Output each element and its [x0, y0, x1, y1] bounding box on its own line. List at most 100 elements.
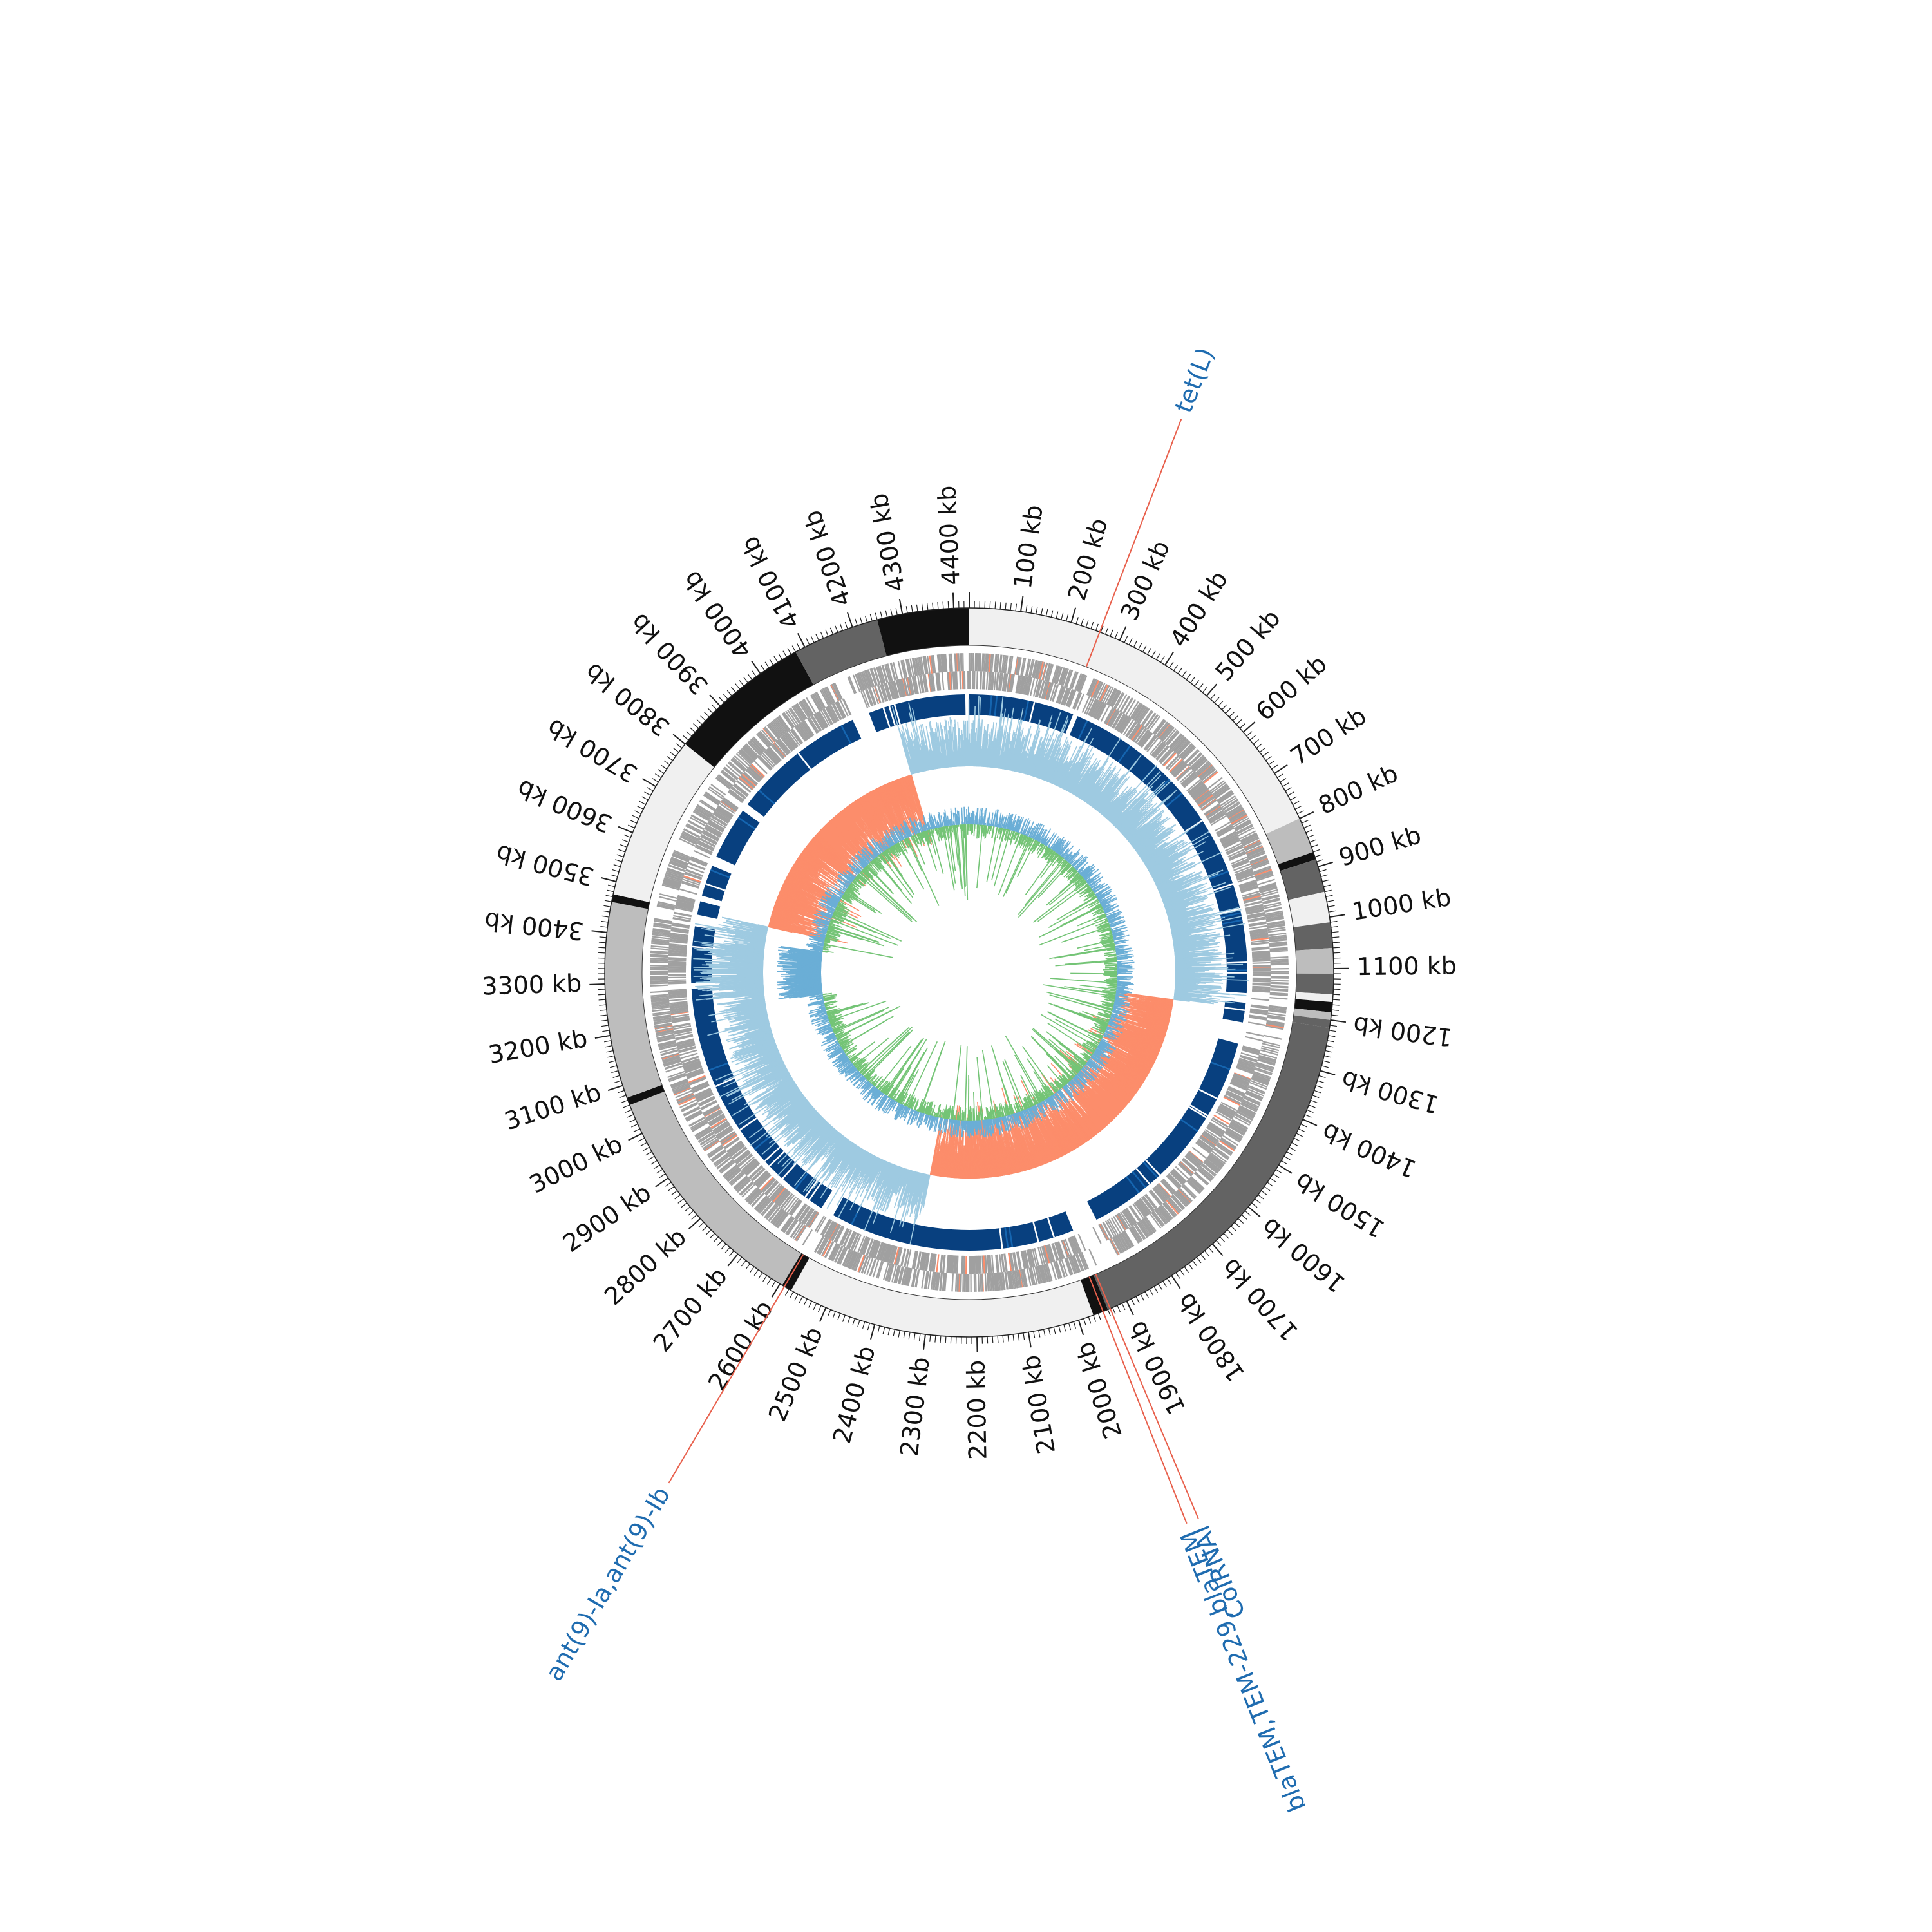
- minor-tick: [611, 874, 618, 877]
- cds-feature: [942, 1255, 945, 1273]
- cds-feature: [1116, 1235, 1126, 1252]
- minor-tick: [1083, 1318, 1086, 1326]
- minor-tick: [619, 1095, 627, 1099]
- cds-feature: [703, 1139, 719, 1151]
- cds-feature: [1036, 661, 1042, 679]
- cds-feature: [1166, 755, 1180, 770]
- cds-feature: [1001, 1254, 1005, 1273]
- contig-segment: [1278, 851, 1316, 871]
- cds-feature: [822, 1240, 832, 1257]
- cds-feature: [1249, 1009, 1268, 1014]
- cds-feature: [1244, 901, 1263, 907]
- minor-tick: [705, 1229, 712, 1235]
- cds-feature: [1102, 1222, 1112, 1239]
- minor-tick: [719, 697, 724, 703]
- cds-feature: [695, 1128, 712, 1139]
- cds-feature: [1262, 899, 1281, 905]
- cds-feature: [1213, 786, 1229, 798]
- cds-feature: [1203, 771, 1218, 784]
- cds-feature: [1245, 844, 1263, 853]
- cds-feature: [1061, 668, 1068, 686]
- minor-tick: [1327, 900, 1334, 902]
- cds-feature: [763, 727, 776, 743]
- cds-feature: [673, 914, 692, 920]
- cds-feature: [1224, 1094, 1242, 1104]
- cds-feature: [914, 1269, 920, 1288]
- cds-feature: [819, 689, 829, 706]
- cds-feature: [1249, 856, 1267, 864]
- cds-feature: [706, 824, 723, 835]
- minor-tick: [837, 1313, 841, 1320]
- cds-feature: [761, 1201, 775, 1217]
- cds-feature: [1168, 1198, 1181, 1213]
- minor-tick: [842, 1314, 846, 1322]
- minor-tick: [638, 1137, 645, 1142]
- cds-feature: [1249, 1081, 1267, 1090]
- cds-feature: [668, 1072, 686, 1081]
- cds-feature: [1155, 1208, 1168, 1224]
- cds-feature: [724, 766, 739, 780]
- minor-tick: [844, 621, 848, 629]
- cds-feature: [655, 1029, 674, 1034]
- cds-feature: [1150, 1189, 1162, 1205]
- cds-feature: [1208, 1124, 1224, 1136]
- cds-feature: [716, 1156, 732, 1169]
- cds-feature: [1149, 1213, 1162, 1229]
- cds-feature: [1094, 681, 1104, 699]
- cds-feature: [1236, 1109, 1254, 1119]
- contig-ring: [604, 607, 1334, 1338]
- cds-feature: [1231, 814, 1248, 825]
- scale-tick-label: 3700 kb: [542, 713, 643, 788]
- cds-feature: [672, 1082, 690, 1091]
- cds-feature: [1201, 768, 1217, 781]
- cds-feature: [1237, 827, 1255, 837]
- minor-tick: [1312, 849, 1320, 853]
- cds-feature: [833, 1225, 843, 1242]
- cds-feature: [1198, 1166, 1214, 1180]
- cds-feature: [1249, 929, 1268, 933]
- cds-feature: [860, 690, 869, 708]
- minor-tick: [1173, 665, 1179, 671]
- minor-tick: [623, 1104, 630, 1108]
- cds-feature: [668, 961, 687, 963]
- minor-tick: [1153, 1286, 1159, 1293]
- minor-tick: [1179, 1269, 1185, 1276]
- minor-tick: [1202, 687, 1208, 693]
- cds-feature: [810, 715, 821, 732]
- scale-tick-label: 800 kb: [1314, 759, 1402, 820]
- cds-feature: [655, 1027, 674, 1032]
- cds-feature: [1162, 726, 1175, 742]
- cds-feature: [668, 994, 687, 998]
- cds-feature: [764, 726, 777, 741]
- cds-feature: [762, 1178, 776, 1193]
- minor-tick: [1107, 1309, 1111, 1316]
- minor-tick: [934, 1335, 936, 1343]
- cds-feature: [1074, 673, 1083, 691]
- cds-feature: [991, 1255, 994, 1273]
- cds-feature: [1246, 909, 1265, 915]
- cds-feature: [705, 791, 721, 803]
- major-tick: [819, 1307, 827, 1322]
- cds-feature: [802, 1208, 814, 1225]
- cds-feature: [1238, 879, 1256, 887]
- cds-feature: [1192, 757, 1207, 771]
- cds-feature: [668, 945, 687, 948]
- cds-feature: [757, 1174, 772, 1189]
- cds-feature: [773, 719, 786, 735]
- cds-feature: [1236, 872, 1255, 880]
- cds-feature: [1204, 804, 1220, 816]
- cds-feature: [659, 1047, 678, 1054]
- cds-feature: [1173, 764, 1188, 778]
- major-tick: [672, 734, 686, 745]
- cds-feature: [960, 671, 962, 690]
- contig-segment: [1293, 1015, 1331, 1028]
- cds-feature: [1236, 825, 1254, 835]
- cds-feature: [1247, 851, 1265, 859]
- minor-tick: [667, 756, 673, 761]
- minor-tick: [1309, 1104, 1316, 1108]
- minor-tick: [1142, 645, 1147, 652]
- cds-feature: [1112, 690, 1122, 708]
- cds-feature: [650, 952, 668, 954]
- cds-feature: [1144, 1216, 1157, 1232]
